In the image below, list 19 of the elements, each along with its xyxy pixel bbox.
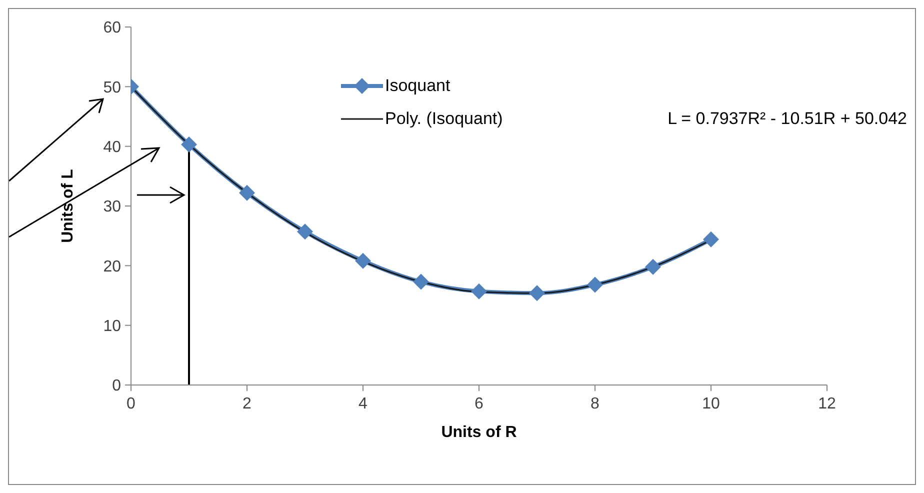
x-tick-label: 12 <box>818 395 836 412</box>
legend-label: Poly. (Isoquant) <box>385 108 503 128</box>
legend-label: Isoquant <box>385 76 450 96</box>
y-tick-label: 20 <box>103 258 122 276</box>
x-axis-title: Units of R <box>441 424 518 441</box>
x-tick-label: 0 <box>126 395 136 412</box>
annotation: L = 0.7937R² - 10.51R + 50.042 <box>668 109 907 129</box>
y-tick-label: 60 <box>103 20 122 37</box>
y-tick-label: 50 <box>103 79 122 96</box>
y-tick-label: 0 <box>112 378 122 395</box>
y-tick-label: 40 <box>103 139 122 156</box>
x-tick-label: 4 <box>358 395 368 412</box>
y-axis-title: Units of L <box>60 168 77 243</box>
y-tick-label: 30 <box>103 198 122 216</box>
x-tick-label: 6 <box>474 395 484 412</box>
x-tick-label: 2 <box>242 395 252 412</box>
x-tick-label: 10 <box>702 395 720 412</box>
y-tick-label: 10 <box>103 318 122 336</box>
x-tick-label: 8 <box>590 395 600 412</box>
